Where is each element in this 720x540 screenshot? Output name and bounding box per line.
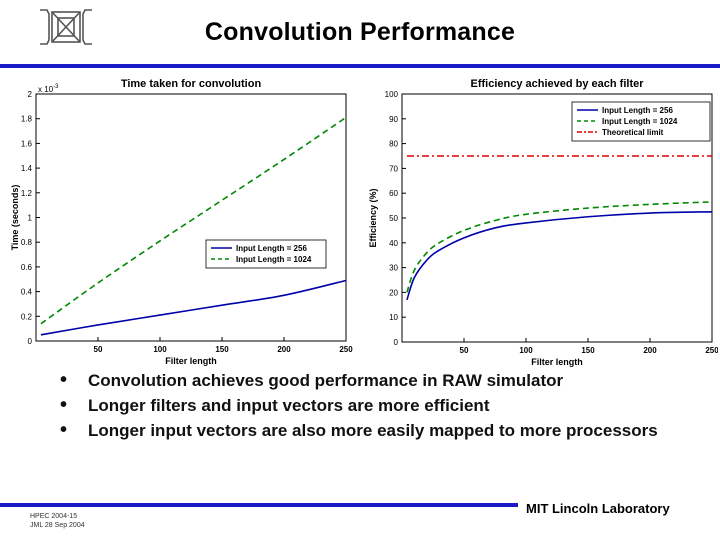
y-tick-label: 50 — [389, 214, 398, 223]
y-tick-label: 0.4 — [21, 288, 33, 297]
y-tick-label: 90 — [389, 115, 398, 124]
x-tick-label: 200 — [643, 346, 657, 355]
y-tick-label: 1 — [28, 214, 33, 223]
bullet-list: • Convolution achieves good performance i… — [60, 368, 700, 443]
chart-title: Time taken for convolution — [121, 78, 262, 90]
bullet-text: Longer input vectors are also more easil… — [88, 421, 658, 440]
legend-label: Input Length = 256 — [602, 106, 673, 115]
efficiency-chart-svg: Efficiency achieved by each filter Filter… — [368, 78, 718, 367]
y-axis-label: Efficiency (%) — [368, 188, 378, 247]
y-tick-label: 1.8 — [21, 115, 33, 124]
y-tick-label: 100 — [385, 90, 399, 99]
legend-box — [205, 239, 327, 269]
bullet-item: • Longer input vectors are also more easi… — [60, 418, 700, 443]
y-tick-label: 80 — [389, 140, 398, 149]
y-tick-label: 2 — [28, 90, 33, 99]
top-rule — [0, 64, 720, 68]
legend-label: Theoretical limit — [602, 128, 664, 137]
legend-label: Input Length = 1024 — [602, 117, 678, 126]
chart-title: Efficiency achieved by each filter — [470, 78, 644, 90]
bullet-dot-icon: • — [60, 369, 68, 391]
bullet-item: • Convolution achieves good performance i… — [60, 368, 700, 393]
y-tick-label: 40 — [389, 239, 398, 248]
y-tick-label: 1.6 — [21, 139, 33, 148]
y-tick-label: 1.2 — [21, 189, 33, 198]
time-chart-svg: Time taken for convolution Filter length T… — [10, 78, 353, 366]
y-tick-label: 0 — [394, 338, 399, 347]
legend-label: Input Length = 1024 — [236, 255, 312, 264]
y-tick-label: 0 — [28, 337, 33, 346]
footer-date: JML 28 Sep 2004 — [30, 522, 85, 529]
slide-title: Convolution Performance — [204, 18, 516, 46]
x-tick-label: 150 — [581, 346, 595, 355]
x-axis-label: Filter length — [165, 356, 217, 366]
y-axis-label: Time (seconds) — [10, 185, 20, 251]
x-axis-label: Filter length — [531, 357, 583, 367]
y-tick-label: 0.8 — [21, 238, 33, 247]
y-tick-label: 30 — [389, 264, 398, 273]
x-tick-label: 100 — [519, 346, 533, 355]
bullet-item: • Longer filters and input vectors are mo… — [60, 393, 700, 418]
y-tick-label: 60 — [389, 189, 398, 198]
y-axis-exponent: x 10-3 — [38, 84, 59, 94]
y-axis-exponent-power: -3 — [53, 84, 59, 90]
x-tick-label: 100 — [153, 345, 167, 354]
x-tick-label: 50 — [94, 345, 103, 354]
footer-left: HPEC 2004-15 JML 28 Sep 2004 — [30, 512, 85, 530]
y-tick-label: 0.2 — [21, 312, 33, 321]
footer-id: HPEC 2004-15 — [30, 513, 78, 520]
legend-label: Input Length = 256 — [236, 244, 307, 253]
x-tick-label: 150 — [215, 345, 229, 354]
series-line-1 — [40, 279, 347, 336]
series-line-1 — [406, 211, 713, 301]
y-tick-label: 20 — [389, 288, 398, 297]
y-tick-label: 1.4 — [21, 164, 33, 173]
series-line-2 — [40, 116, 347, 325]
y-tick-label: 0.6 — [21, 263, 33, 272]
plot-frame — [35, 93, 347, 342]
x-tick-label: 250 — [705, 346, 718, 355]
y-tick-label: 70 — [389, 164, 398, 173]
x-tick-label: 50 — [460, 346, 469, 355]
y-tick-label: 10 — [389, 313, 398, 322]
lincoln-laboratory-logo — [40, 9, 92, 45]
efficiency-chart: Efficiency achieved by each filter Filter… — [366, 74, 718, 368]
bullet-text: Convolution achieves good performance in… — [88, 371, 564, 390]
series-line-2 — [406, 201, 713, 293]
time-chart: Time taken for convolution Filter length T… — [10, 74, 358, 368]
bottom-rule — [0, 503, 518, 507]
footer-lab-name: MIT Lincoln Laboratory — [526, 501, 670, 516]
bullet-dot-icon: • — [60, 419, 68, 441]
bullet-dot-icon: • — [60, 394, 68, 416]
x-tick-label: 200 — [277, 345, 291, 354]
bullet-text: Longer filters and input vectors are mor… — [88, 396, 490, 415]
x-tick-label: 250 — [339, 345, 353, 354]
